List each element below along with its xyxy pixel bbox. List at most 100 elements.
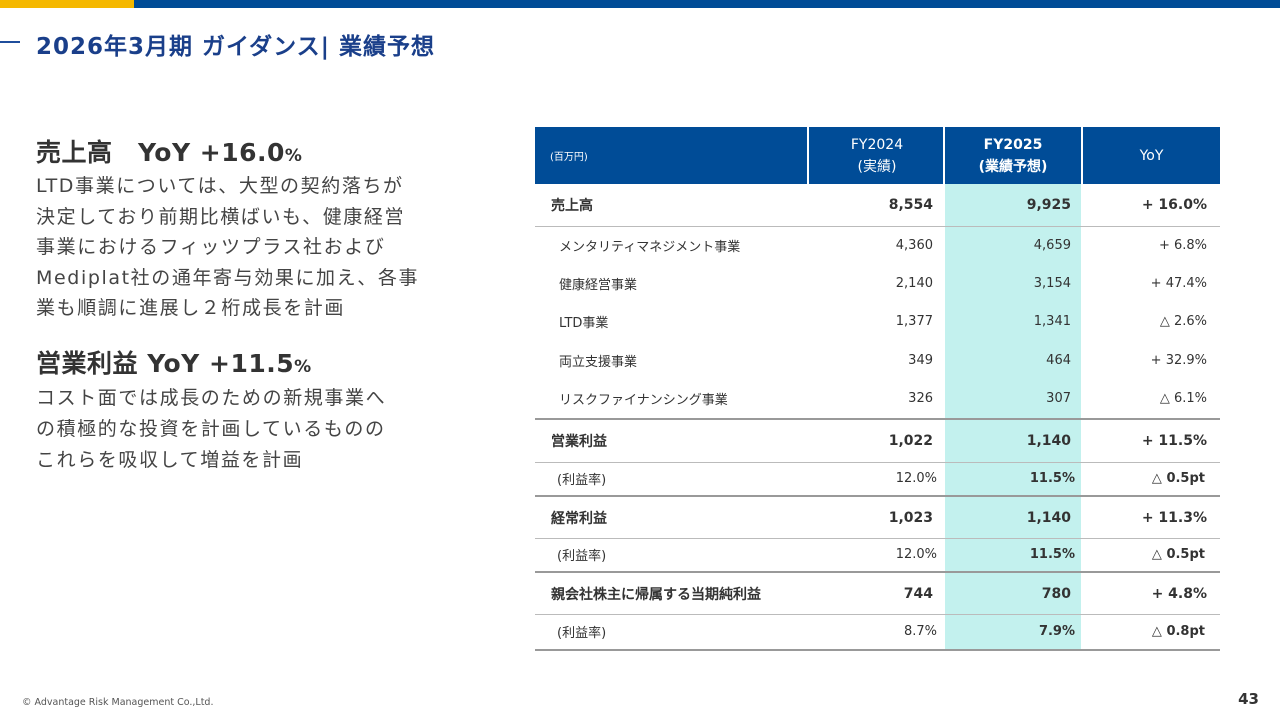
yoy-value: + 32.9% [1150, 352, 1207, 368]
table-row: 営業利益 1,022 1,140 + 11.5% [535, 420, 1220, 462]
fy2025-value: 11.5% [1029, 547, 1075, 562]
yoy-value: + 11.3% [1141, 509, 1207, 526]
header-yoy-label: YoY [1139, 147, 1164, 164]
row-divider [535, 495, 1220, 497]
yoy-value: △ 0.5pt [1151, 547, 1205, 562]
top-accent-bar [0, 0, 1280, 8]
fy2025-value: 307 [1046, 391, 1071, 406]
op-heading-pct: % [294, 357, 312, 377]
op-line: コスト面では成長のための新規事業へ [36, 387, 387, 409]
sales-line: 事業におけるフィッツプラス社および [36, 236, 386, 258]
fy2024-value: 1,377 [895, 314, 933, 329]
op-heading-text: 営業利益 YoY +11.5 [36, 349, 295, 378]
row-label: リスクファイナンシング事業 [559, 393, 728, 408]
fy2024-value: 12.0% [895, 547, 937, 562]
table-bottom-border [535, 649, 1220, 651]
fy2024-value: 1,023 [888, 509, 933, 526]
op-line: これらを吸収して増益を計画 [36, 449, 304, 471]
fy2025-value: 1,140 [1026, 433, 1071, 449]
row-label: 健康経営事業 [559, 277, 638, 293]
row-label: 経常利益 [551, 510, 607, 527]
fy2025-value: 7.9% [1038, 624, 1075, 639]
header-yoy: YoY [1083, 127, 1220, 184]
header-fy2025: FY2025 (業績予想) [945, 127, 1081, 184]
fy2025-value: 1,341 [1033, 314, 1071, 329]
sales-heading-pct: % [284, 146, 303, 166]
fy2025-value: 9,925 [1026, 197, 1071, 213]
fy2024-value: 1,022 [888, 433, 933, 449]
fy2025-value: 3,154 [1033, 275, 1071, 291]
yoy-value: + 16.0% [1141, 197, 1207, 213]
table-row: メンタリティマネジメント事業 4,360 4,659 + 6.8% [535, 226, 1220, 264]
row-label: 営業利益 [551, 434, 607, 450]
table-row: 親会社株主に帰属する当期純利益 744 780 + 4.8% [535, 573, 1220, 614]
header-divider [807, 127, 809, 184]
row-label: 両立支援事業 [559, 354, 638, 370]
title-dash [0, 41, 20, 43]
fy2024-value: 4,360 [895, 237, 933, 253]
yoy-value: + 11.5% [1141, 433, 1207, 449]
header-fy2024-note: (実績) [857, 158, 897, 175]
blue-accent [134, 0, 1280, 8]
header-fy2025-note: (業績予想) [978, 158, 1048, 175]
page-number: 43 [1238, 690, 1259, 708]
row-divider [535, 226, 1220, 227]
table-row: (利益率) 12.0% 11.5% △ 0.5pt [535, 538, 1220, 571]
sales-line: 決定しており前期比横ばいも、健康経営 [36, 205, 406, 228]
op-profit-heading: 営業利益 YoY +11.5% [36, 344, 312, 380]
sales-heading: 売上高 YoY +16.0% [36, 133, 302, 169]
fy2024-value: 8.7% [903, 624, 937, 639]
row-divider [535, 614, 1220, 615]
table-row: 両立支援事業 349 464 + 32.9% [535, 341, 1220, 379]
sales-line: LTD事業については、大型の契約落ちが [36, 175, 404, 197]
row-label: (利益率) [557, 473, 607, 488]
table-row: リスクファイナンシング事業 326 307 △ 6.1% [535, 379, 1220, 418]
row-divider [535, 462, 1220, 463]
guidance-table: (百万円) FY2024 (実績) FY2025 (業績予想) YoY 売上高 … [535, 127, 1220, 651]
header-divider [1081, 127, 1083, 184]
sales-line: Mediplat社の通年寄与効果に加え、各事 [36, 266, 420, 289]
row-label: (利益率) [557, 549, 607, 564]
fy2024-value: 2,140 [895, 275, 933, 291]
fy2025-value: 1,140 [1026, 509, 1071, 526]
yoy-value: + 4.8% [1151, 585, 1207, 602]
header-divider [943, 127, 945, 184]
slide-title: 2026年3月期 ガイダンス| 業績予想 [36, 34, 436, 60]
row-label: (利益率) [557, 626, 607, 641]
fy2025-value: 4,659 [1033, 237, 1071, 253]
op-profit-commentary: コスト面では成長のための新規事業へ の積極的な投資を計画しているものの これらを… [36, 383, 456, 476]
fy2024-value: 349 [908, 352, 933, 368]
fy2024-value: 744 [903, 585, 933, 602]
sales-heading-text: 売上高 YoY +16.0 [36, 138, 285, 167]
sales-line: 業も順調に進展し２桁成長を計画 [36, 297, 346, 319]
table-row: 健康経営事業 2,140 3,154 + 47.4% [535, 264, 1220, 302]
fy2025-value: 780 [1041, 585, 1071, 602]
fy2024-value: 12.0% [895, 471, 937, 486]
fy2025-value: 11.5% [1029, 471, 1075, 486]
table-row: 経常利益 1,023 1,140 + 11.3% [535, 497, 1220, 538]
row-divider [535, 571, 1220, 573]
sales-commentary: LTD事業については、大型の契約落ちが 決定しており前期比横ばいも、健康経営 事… [36, 171, 456, 324]
yoy-value: △ 2.6% [1159, 314, 1207, 329]
table-row: (利益率) 12.0% 11.5% △ 0.5pt [535, 462, 1220, 495]
row-divider [535, 418, 1220, 420]
fy2024-value: 326 [908, 391, 933, 406]
table-row: LTD事業 1,377 1,341 △ 2.6% [535, 302, 1220, 341]
op-line: の積極的な投資を計画しているものの [36, 418, 386, 440]
table-row: (利益率) 8.7% 7.9% △ 0.8pt [535, 614, 1220, 649]
table-row: 売上高 8,554 9,925 + 16.0% [535, 184, 1220, 226]
yoy-value: △ 6.1% [1159, 391, 1207, 406]
table-header: (百万円) FY2024 (実績) FY2025 (業績予想) YoY [535, 127, 1220, 184]
yoy-value: △ 0.8pt [1151, 624, 1205, 639]
row-label: メンタリティマネジメント事業 [559, 239, 741, 255]
unit-label: (百万円) [550, 152, 588, 163]
header-fy2024-year: FY2024 [850, 136, 904, 153]
fy2025-value: 464 [1046, 352, 1071, 368]
row-label: LTD事業 [559, 316, 609, 331]
row-label: 親会社株主に帰属する当期純利益 [551, 586, 761, 603]
gold-accent [0, 0, 134, 8]
yoy-value: + 47.4% [1150, 275, 1207, 291]
yoy-value: + 6.8% [1158, 237, 1207, 253]
row-label: 売上高 [551, 198, 593, 214]
header-fy2025-year: FY2025 [983, 136, 1043, 153]
